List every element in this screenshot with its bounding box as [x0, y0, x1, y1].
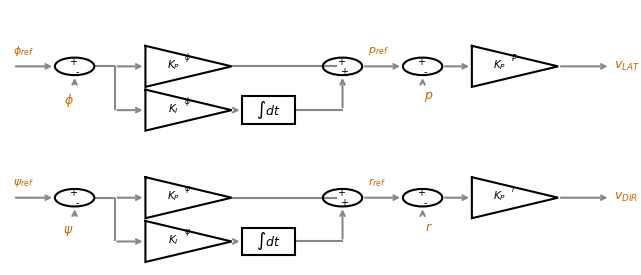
Text: +: + — [337, 188, 345, 198]
Text: +: + — [340, 67, 349, 77]
Text: $p_{ref}$: $p_{ref}$ — [369, 45, 389, 57]
Text: $r_{ref}$: $r_{ref}$ — [369, 176, 387, 189]
Text: +: + — [417, 57, 424, 67]
Text: $P$: $P$ — [511, 52, 517, 63]
Text: $\psi$: $\psi$ — [184, 184, 191, 195]
Text: -: - — [424, 67, 428, 77]
Bar — [242, 228, 295, 255]
Text: $v_{LAT}$: $v_{LAT}$ — [613, 60, 640, 73]
Text: $K_P$: $K_P$ — [167, 189, 180, 203]
Text: +: + — [69, 57, 77, 67]
Bar — [242, 97, 295, 124]
Text: $\phi_{ref}$: $\phi_{ref}$ — [13, 44, 34, 58]
Text: $\phi$: $\phi$ — [184, 95, 191, 108]
Text: $r$: $r$ — [512, 184, 517, 194]
Text: $\int dt$: $\int dt$ — [256, 230, 281, 252]
Text: $r$: $r$ — [424, 221, 433, 234]
Text: -: - — [76, 198, 79, 208]
Text: +: + — [340, 198, 349, 208]
Text: $\phi$: $\phi$ — [184, 51, 191, 64]
Text: $K_P$: $K_P$ — [494, 58, 506, 72]
Text: -: - — [76, 67, 79, 77]
Text: $\psi$: $\psi$ — [63, 224, 74, 238]
Text: -: - — [424, 198, 428, 208]
Text: +: + — [417, 188, 424, 198]
Text: $K_I$: $K_I$ — [168, 102, 179, 116]
Text: $v_{DIR}$: $v_{DIR}$ — [613, 191, 638, 204]
Text: +: + — [69, 188, 77, 198]
Text: $K_I$: $K_I$ — [168, 233, 179, 247]
Text: $\int dt$: $\int dt$ — [256, 99, 281, 121]
Text: $K_P$: $K_P$ — [167, 58, 180, 72]
Text: $\phi$: $\phi$ — [63, 92, 74, 109]
Text: +: + — [337, 57, 345, 67]
Text: $K_P$: $K_P$ — [494, 189, 506, 203]
Text: $p$: $p$ — [424, 90, 433, 104]
Text: $\psi$: $\psi$ — [184, 227, 191, 238]
Text: $\psi_{ref}$: $\psi_{ref}$ — [13, 177, 34, 189]
